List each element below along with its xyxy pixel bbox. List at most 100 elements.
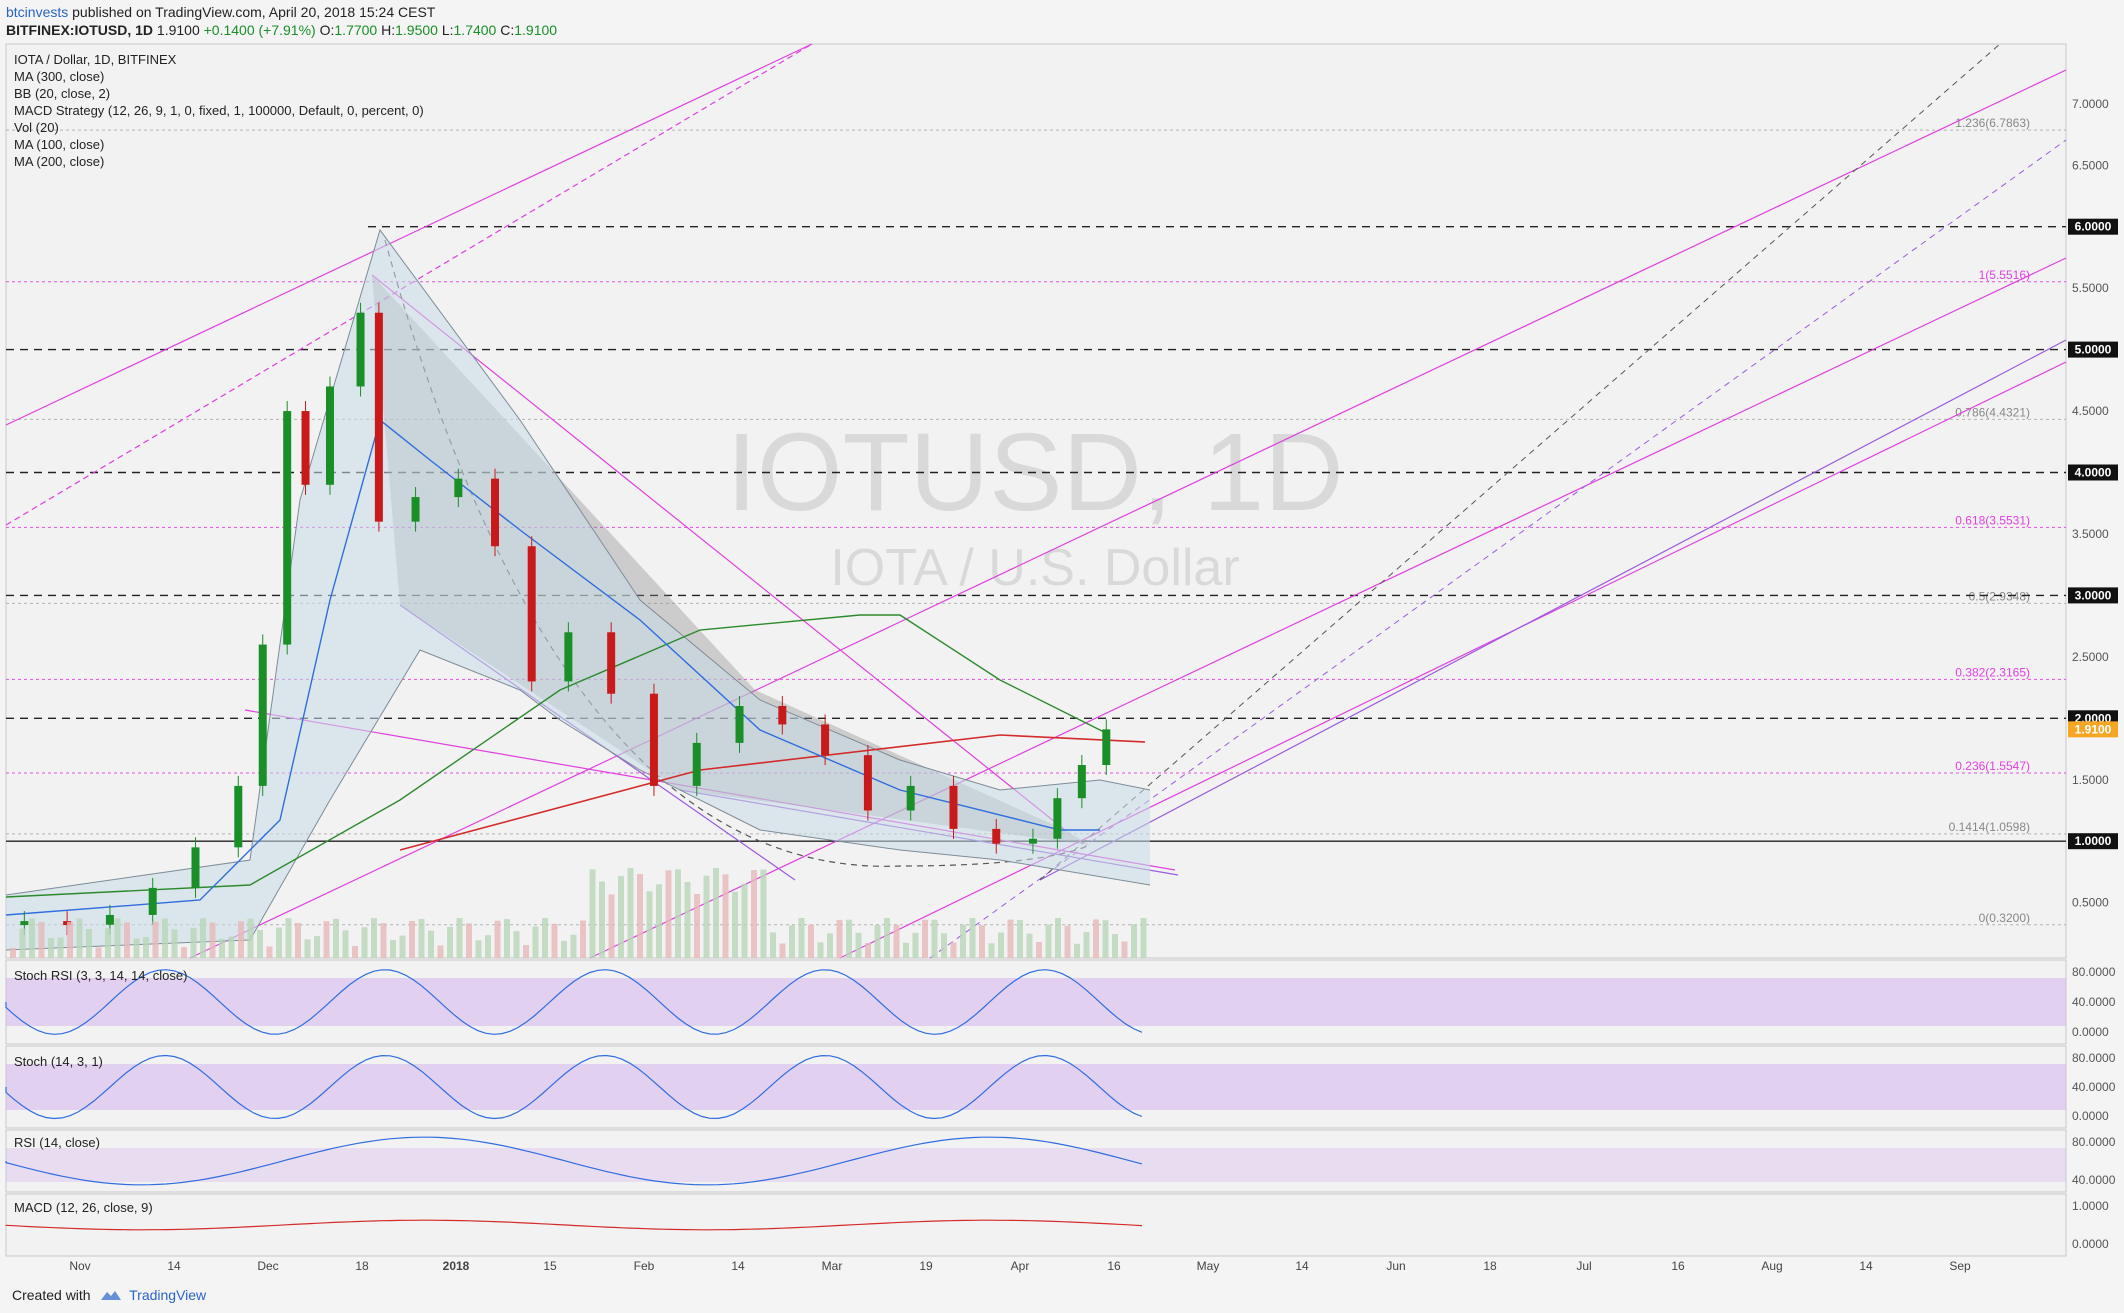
footer: Created with TradingView (12, 1287, 206, 1303)
volume-bar (817, 942, 824, 958)
volume-bar (1074, 943, 1080, 958)
volume-bar (779, 943, 786, 958)
candle-body (325, 386, 334, 485)
volume-bar (1131, 924, 1137, 958)
pane-axis-label: 40.0000 (2072, 1173, 2116, 1187)
indicator-line (5, 1136, 1143, 1186)
volume-bar (190, 927, 197, 958)
volume-bar (960, 924, 966, 958)
volume-bar (893, 925, 900, 958)
volume-bar (314, 936, 320, 958)
volume-bar (1036, 941, 1042, 958)
volume-bar (114, 918, 121, 958)
level-badge (2068, 464, 2118, 481)
indicator-line (5, 1054, 1143, 1120)
symbol: BITFINEX:IOTUSD, 1D (6, 22, 154, 38)
fib-label: 0.618(3.5531) (1955, 513, 2030, 527)
legend-bb: BB (20, close, 2) (14, 86, 111, 101)
volume-bar (903, 942, 909, 958)
pane-axis-label: 40.0000 (2072, 995, 2116, 1009)
volume-bar (105, 928, 111, 958)
volume-bar (304, 939, 311, 958)
pane-axis-label: 1.0000 (2072, 1199, 2109, 1213)
volume-bar (789, 925, 795, 958)
time-tick-label: 14 (1295, 1259, 1309, 1273)
volume-bar (504, 919, 510, 958)
time-tick-label: Mar (822, 1259, 843, 1273)
volume-bar (618, 876, 624, 958)
candle-body (735, 706, 744, 743)
indicator-line (5, 969, 1143, 1035)
volume-bar (1102, 920, 1109, 958)
price-tick-label: 1.5000 (2072, 773, 2109, 787)
volume-bar (124, 922, 130, 958)
pane-title-stoch-rsi: Stoch RSI (3, 3, 14, 14, close) (14, 968, 188, 983)
volume-bar (200, 918, 206, 958)
volume-bar (380, 923, 387, 958)
price-change: +0.1400 (+7.91%) (203, 22, 316, 38)
time-tick-label: 14 (731, 1259, 745, 1273)
volume-bar (162, 918, 168, 958)
pane-axis-label: 80.0000 (2072, 1135, 2116, 1149)
volume-bar (884, 918, 890, 958)
candle-body (191, 847, 200, 888)
volume-bar (950, 942, 957, 958)
wedge-upper (371, 274, 1066, 831)
volume-bar (437, 945, 444, 958)
volume-bar (475, 940, 482, 958)
price-tick-label: 1.0000 (2075, 834, 2112, 848)
candle-body (607, 632, 616, 694)
volume-bar (48, 937, 54, 958)
volume-bar (561, 940, 567, 958)
volume-bar (580, 920, 586, 958)
low-value: 1.7400 (453, 22, 497, 38)
volume-bar (1017, 920, 1023, 958)
fib-label: 0.236(1.5547) (1955, 759, 2030, 773)
level-badge (2068, 218, 2118, 235)
time-tick-label: Jun (1386, 1259, 1405, 1273)
volume-bar (1083, 932, 1090, 958)
volume-bar (1121, 941, 1128, 958)
price-tick-label: 6.5000 (2072, 158, 2109, 172)
price-tick-label: 3.0000 (2075, 588, 2112, 602)
time-tick-label: Dec (257, 1259, 278, 1273)
volume-bar (979, 925, 985, 958)
volume-bar (599, 881, 605, 958)
legend-main: IOTA / Dollar, 1D, BITFINEX (14, 52, 177, 67)
time-tick-label: 15 (543, 1259, 557, 1273)
volume-bar (646, 891, 653, 958)
tradingview-link[interactable]: TradingView (129, 1287, 207, 1303)
volume-bar (846, 919, 852, 958)
volume-bar (808, 924, 814, 958)
price-tick-label: 7.0000 (2072, 97, 2109, 111)
legend-macd-strategy: MACD Strategy (12, 26, 9, 1, 0, fixed, 1… (14, 103, 424, 118)
c-label: C: (500, 22, 515, 38)
candle-body (692, 742, 701, 786)
bollinger-lower (5, 649, 1151, 951)
volume-bar (390, 939, 396, 958)
ma200-line (5, 614, 1111, 898)
time-tick-label: Aug (1761, 1259, 1782, 1273)
volume-bar (1093, 919, 1099, 958)
time-tick-label: May (1197, 1259, 1220, 1273)
publish-line: btcinvests published on TradingView.com,… (6, 4, 435, 20)
volume-bar (19, 928, 26, 958)
fib-label: 0.786(4.4321) (1955, 405, 2030, 419)
trend-channel (189, 69, 2067, 959)
volume-bar (874, 925, 881, 958)
candle-body (234, 785, 243, 848)
volume-bar (38, 922, 45, 958)
volume-bar (922, 919, 928, 958)
volume-bar (827, 933, 833, 958)
author-link[interactable]: btcinvests (6, 4, 69, 20)
volume-bar (665, 870, 672, 958)
pane-axis-label: 80.0000 (2072, 1051, 2116, 1065)
volume-bar (770, 932, 776, 958)
candle-body (1077, 765, 1086, 799)
volume-bar (181, 946, 187, 958)
volume-bar (656, 884, 662, 958)
candle-body (491, 478, 500, 547)
volume-bar (228, 936, 235, 958)
price-tick-label: 4.0000 (2075, 466, 2112, 480)
